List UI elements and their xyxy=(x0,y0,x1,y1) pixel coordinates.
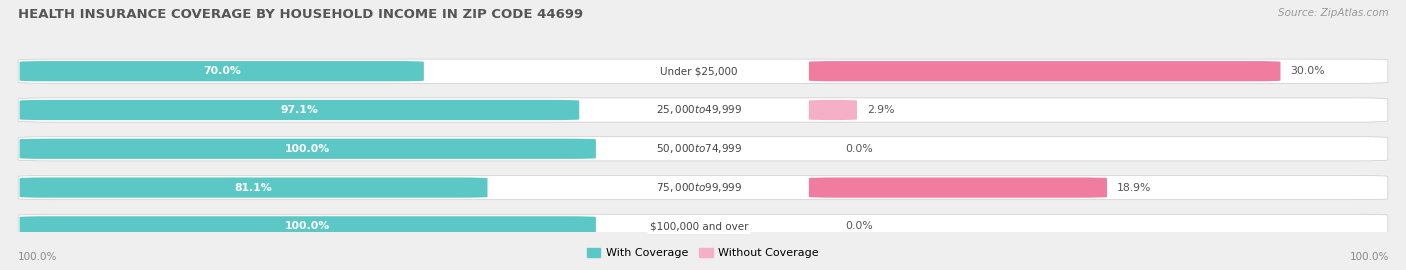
Text: 100.0%: 100.0% xyxy=(285,221,330,231)
FancyBboxPatch shape xyxy=(18,137,1388,161)
Text: $25,000 to $49,999: $25,000 to $49,999 xyxy=(655,103,742,116)
Text: 70.0%: 70.0% xyxy=(202,66,240,76)
Text: 30.0%: 30.0% xyxy=(1291,66,1324,76)
Text: 0.0%: 0.0% xyxy=(845,221,873,231)
Text: $100,000 and over: $100,000 and over xyxy=(650,221,748,231)
FancyBboxPatch shape xyxy=(808,61,1281,81)
Text: HEALTH INSURANCE COVERAGE BY HOUSEHOLD INCOME IN ZIP CODE 44699: HEALTH INSURANCE COVERAGE BY HOUSEHOLD I… xyxy=(18,8,583,21)
FancyBboxPatch shape xyxy=(20,61,423,81)
Text: 81.1%: 81.1% xyxy=(235,183,273,193)
FancyBboxPatch shape xyxy=(18,214,1388,238)
FancyBboxPatch shape xyxy=(808,177,1107,198)
FancyBboxPatch shape xyxy=(18,59,1388,83)
Text: 100.0%: 100.0% xyxy=(18,252,58,262)
Text: Source: ZipAtlas.com: Source: ZipAtlas.com xyxy=(1278,8,1389,18)
Text: 0.0%: 0.0% xyxy=(845,144,873,154)
FancyBboxPatch shape xyxy=(20,139,596,159)
FancyBboxPatch shape xyxy=(20,216,596,237)
Legend: With Coverage, Without Coverage: With Coverage, Without Coverage xyxy=(582,243,824,263)
Text: 100.0%: 100.0% xyxy=(1350,252,1389,262)
Text: 2.9%: 2.9% xyxy=(866,105,894,115)
FancyBboxPatch shape xyxy=(18,176,1388,200)
Text: $75,000 to $99,999: $75,000 to $99,999 xyxy=(655,181,742,194)
FancyBboxPatch shape xyxy=(18,98,1388,122)
Text: $50,000 to $74,999: $50,000 to $74,999 xyxy=(655,142,742,155)
FancyBboxPatch shape xyxy=(20,100,579,120)
Text: 18.9%: 18.9% xyxy=(1116,183,1152,193)
Text: 100.0%: 100.0% xyxy=(285,144,330,154)
Text: 97.1%: 97.1% xyxy=(280,105,318,115)
FancyBboxPatch shape xyxy=(20,177,488,198)
FancyBboxPatch shape xyxy=(808,100,858,120)
Text: Under $25,000: Under $25,000 xyxy=(661,66,738,76)
